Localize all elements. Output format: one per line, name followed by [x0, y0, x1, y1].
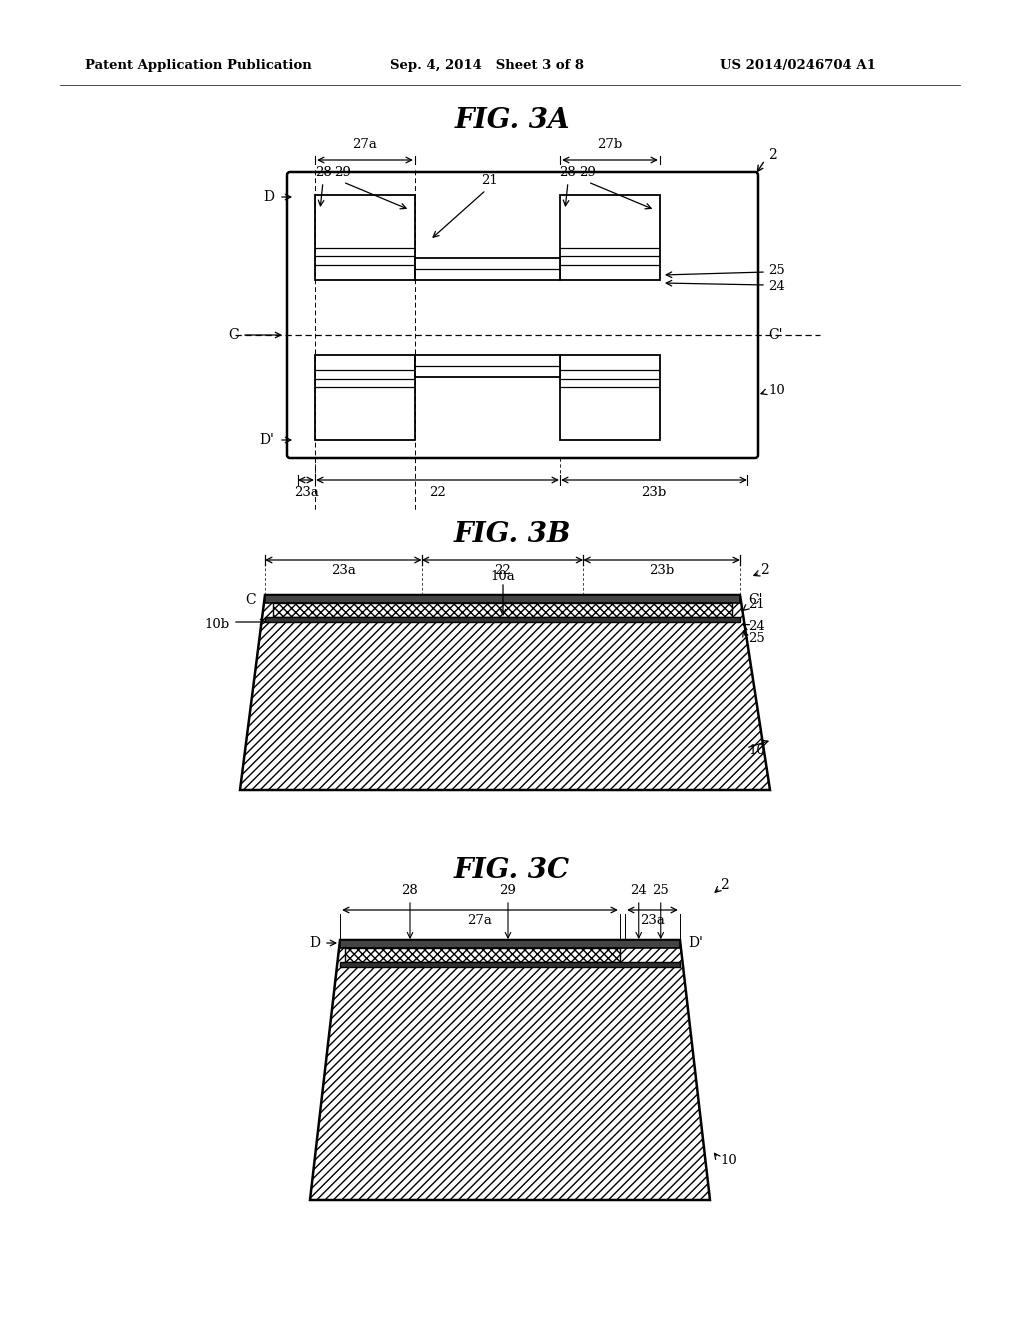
Text: 27a: 27a — [352, 139, 378, 152]
Text: C': C' — [768, 327, 782, 342]
Text: 28: 28 — [401, 883, 419, 896]
Polygon shape — [240, 595, 770, 789]
Polygon shape — [310, 940, 710, 1200]
Text: 29: 29 — [580, 165, 596, 178]
Bar — [415, 257, 560, 280]
Text: 29: 29 — [335, 165, 351, 178]
Text: D: D — [263, 190, 274, 205]
Text: 24: 24 — [768, 280, 784, 293]
Text: 28: 28 — [560, 165, 577, 178]
Bar — [340, 962, 680, 968]
Text: Patent Application Publication: Patent Application Publication — [85, 58, 311, 71]
Text: 10: 10 — [748, 743, 765, 756]
Text: 24: 24 — [748, 620, 765, 634]
Text: D: D — [309, 936, 319, 950]
Text: 2: 2 — [760, 564, 769, 577]
Text: 10b: 10b — [205, 619, 230, 631]
Text: 23b: 23b — [649, 564, 674, 577]
Bar — [265, 595, 740, 603]
Text: 25: 25 — [748, 632, 765, 645]
Text: 25: 25 — [768, 264, 784, 276]
Text: 2: 2 — [720, 878, 729, 892]
Text: 25: 25 — [652, 883, 669, 896]
Bar — [265, 616, 740, 622]
Text: 29: 29 — [500, 883, 516, 896]
Text: 28: 28 — [314, 165, 332, 178]
FancyBboxPatch shape — [287, 172, 758, 458]
Text: C: C — [245, 593, 256, 607]
Text: US 2014/0246704 A1: US 2014/0246704 A1 — [720, 58, 876, 71]
Text: 10: 10 — [768, 384, 784, 396]
Text: D': D' — [259, 433, 274, 447]
Bar — [560, 195, 660, 280]
Bar — [315, 195, 415, 280]
Text: 10: 10 — [720, 1154, 736, 1167]
Bar — [315, 355, 415, 440]
Text: C': C' — [748, 593, 763, 607]
Text: FIG. 3A: FIG. 3A — [455, 107, 569, 133]
Text: 27a: 27a — [468, 913, 493, 927]
Bar — [345, 948, 620, 962]
Text: 23b: 23b — [641, 486, 667, 499]
Text: FIG. 3C: FIG. 3C — [454, 857, 570, 883]
Text: 21: 21 — [748, 598, 765, 610]
Bar — [415, 355, 560, 378]
Text: D': D' — [688, 936, 702, 950]
Text: FIG. 3B: FIG. 3B — [454, 521, 570, 549]
Text: Sep. 4, 2014   Sheet 3 of 8: Sep. 4, 2014 Sheet 3 of 8 — [390, 58, 584, 71]
Text: C: C — [228, 327, 240, 342]
Text: 10a: 10a — [490, 570, 515, 583]
Bar — [273, 603, 732, 616]
Bar — [560, 355, 660, 440]
Text: 2: 2 — [768, 148, 777, 162]
Text: 23a: 23a — [640, 913, 665, 927]
Text: 22: 22 — [429, 486, 445, 499]
Text: 21: 21 — [481, 173, 499, 186]
Text: 23a: 23a — [331, 564, 355, 577]
Text: 23a: 23a — [294, 486, 318, 499]
Bar — [340, 940, 680, 948]
Text: 22: 22 — [495, 564, 511, 577]
Text: 24: 24 — [631, 883, 647, 896]
Text: 27b: 27b — [597, 139, 623, 152]
